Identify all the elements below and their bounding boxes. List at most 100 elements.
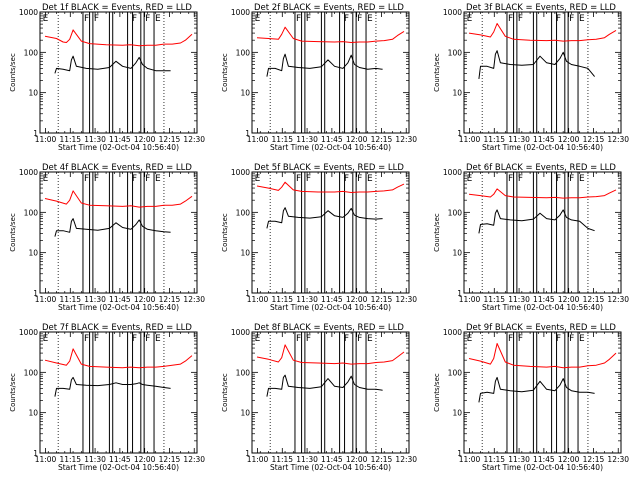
lld-rate-line [44, 190, 193, 208]
x-tick-label: 11:00 [247, 135, 269, 144]
y-tick-label: 10 [452, 249, 462, 258]
interval-flag-label: E [155, 334, 161, 344]
interval-flag-label: F [518, 14, 523, 24]
x-tick-label: 12:00 [558, 295, 580, 304]
lld-rate-line [256, 181, 405, 193]
y-tick-label: 10 [28, 409, 38, 418]
interval-flag-label: E [255, 334, 261, 344]
interval-flag-label: F [508, 174, 513, 184]
interval-flag-label: F [556, 14, 561, 24]
x-tick-label: 12:00 [558, 455, 580, 464]
interval-flag-label: E [467, 14, 473, 24]
panel-title: Det 3f BLACK = Events, RED = LLD [466, 3, 616, 13]
interval-flag-label: F [84, 334, 89, 344]
events-rate-line [478, 50, 595, 79]
panel-det-9: Det 9f BLACK = Events, RED = LLD Counts/s… [433, 323, 629, 472]
x-tick-label: 12:00 [346, 455, 368, 464]
y-tick-label: 1000 [443, 168, 462, 177]
x-tick-label: 12:15 [371, 135, 393, 144]
interval-flag-label: F [132, 14, 137, 24]
interval-flag-label: F [132, 334, 137, 344]
interval-flag-label: F [296, 14, 301, 24]
y-axis-label: Counts/sec [221, 213, 229, 252]
x-tick-label: 11:15 [483, 135, 505, 144]
y-tick-label: 10 [452, 89, 462, 98]
interval-flag-label: F [94, 334, 99, 344]
interval-flag-label: F [569, 174, 574, 184]
y-tick-label: 100 [448, 48, 463, 57]
y-tick-label: 100 [236, 48, 251, 57]
interval-flag-label: F [306, 174, 311, 184]
interval-flag-label: E [467, 174, 473, 184]
y-axis-label: Counts/sec [9, 373, 17, 412]
x-tick-label: 12:15 [583, 455, 605, 464]
interval-flag-label: E [367, 174, 373, 184]
y-tick-label: 10 [28, 249, 38, 258]
interval-flag-label: E [155, 174, 161, 184]
lld-rate-line [468, 343, 617, 369]
x-axis-label: Start Time (02-Oct-04 10:56:40) [482, 303, 603, 312]
x-tick-label: 12:30 [395, 135, 417, 144]
y-tick-label: 1000 [443, 8, 462, 17]
events-rate-line [478, 376, 595, 403]
interval-flag-label: E [43, 174, 49, 184]
x-axis-label: Start Time (02-Oct-04 10:56:40) [482, 143, 603, 152]
interval-flag-label: F [344, 334, 349, 344]
x-tick-label: 11:00 [459, 455, 481, 464]
x-tick-label: 12:30 [395, 455, 417, 464]
panel-title: Det 5f BLACK = Events, RED = LLD [254, 163, 404, 173]
plot-frame [463, 11, 622, 134]
interval-flag-label: E [579, 14, 585, 24]
x-tick-label: 12:00 [346, 135, 368, 144]
x-tick-label: 11:45 [109, 295, 131, 304]
x-tick-label: 11:30 [508, 295, 530, 304]
x-tick-label: 11:30 [508, 455, 530, 464]
y-tick-label: 1 [457, 129, 462, 138]
x-tick-label: 11:30 [84, 135, 106, 144]
x-tick-label: 11:45 [109, 455, 131, 464]
plot-frame [463, 331, 622, 454]
y-tick-label: 1 [457, 289, 462, 298]
y-tick-label: 10 [28, 89, 38, 98]
x-tick-label: 11:00 [35, 135, 57, 144]
x-tick-label: 12:00 [134, 455, 156, 464]
interval-flag-label: F [508, 334, 513, 344]
y-tick-label: 10 [240, 409, 250, 418]
interval-flag-label: F [556, 174, 561, 184]
interval-flag-label: F [84, 174, 89, 184]
y-tick-label: 1 [245, 449, 250, 458]
x-axis-label: Start Time (02-Oct-04 10:56:40) [58, 303, 179, 312]
interval-flag-label: E [367, 334, 373, 344]
y-tick-label: 1000 [19, 8, 38, 17]
plot-frame [39, 11, 198, 134]
x-tick-label: 12:00 [134, 135, 156, 144]
lld-rate-line [44, 29, 193, 47]
lld-rate-line [256, 26, 405, 43]
x-tick-label: 11:15 [271, 135, 293, 144]
x-tick-label: 12:30 [183, 455, 205, 464]
x-tick-label: 11:30 [508, 135, 530, 144]
x-tick-label: 11:45 [321, 135, 343, 144]
panel-title: Det 4f BLACK = Events, RED = LLD [42, 163, 192, 173]
y-axis-label: Counts/sec [221, 53, 229, 92]
plot-frame [251, 11, 410, 134]
y-axis-label: Counts/sec [9, 213, 17, 252]
x-tick-label: 11:15 [271, 295, 293, 304]
y-tick-label: 100 [448, 368, 463, 377]
plot-frame [463, 171, 622, 294]
panel-title: Det 1f BLACK = Events, RED = LLD [42, 3, 192, 13]
interval-flag-label: F [357, 14, 362, 24]
interval-flag-label: E [367, 14, 373, 24]
y-tick-label: 1000 [19, 168, 38, 177]
interval-flag-label: E [43, 334, 49, 344]
y-tick-label: 1000 [231, 168, 250, 177]
y-axis-label: Counts/sec [221, 373, 229, 412]
interval-flag-label: F [518, 334, 523, 344]
interval-flag-label: F [357, 334, 362, 344]
panel-det-8: Det 8f BLACK = Events, RED = LLD Counts/s… [221, 323, 417, 472]
interval-flag-label: F [94, 174, 99, 184]
events-rate-line [478, 209, 595, 234]
plot-frame [251, 331, 410, 454]
events-rate-line [266, 374, 383, 397]
x-tick-label: 11:15 [59, 295, 81, 304]
